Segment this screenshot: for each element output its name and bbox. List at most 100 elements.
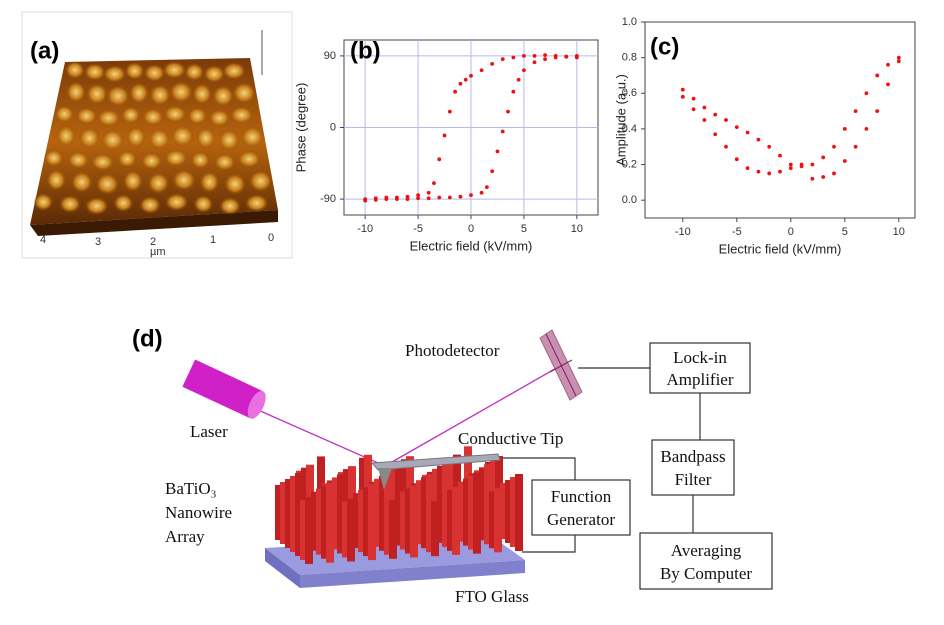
afm-grain xyxy=(163,105,188,123)
data-point xyxy=(442,133,447,138)
nanowire xyxy=(458,481,466,542)
afm-grain xyxy=(117,150,138,168)
data-point xyxy=(680,87,685,92)
nanowire xyxy=(295,473,303,556)
bandpass-label: Bandpass xyxy=(660,447,725,466)
nanowire xyxy=(405,488,413,554)
afm-grain xyxy=(218,129,241,151)
nanowires xyxy=(275,446,523,564)
nanowire xyxy=(311,491,319,551)
afm-grain xyxy=(86,83,109,105)
nanowire xyxy=(484,464,492,545)
afm-grain xyxy=(64,61,85,79)
afm-grain xyxy=(163,149,188,167)
lock-in-label: Lock-in xyxy=(673,348,727,367)
data-point xyxy=(432,181,436,186)
wire xyxy=(522,535,576,553)
afm-grain xyxy=(124,62,145,80)
data-point xyxy=(564,54,569,59)
x-tick-label: 5 xyxy=(842,226,848,238)
nanowire xyxy=(326,482,334,563)
data-point xyxy=(810,176,815,181)
nanowire xyxy=(500,483,508,539)
afm-grain xyxy=(244,194,269,212)
data-point xyxy=(500,129,505,134)
photodetector-cross xyxy=(545,333,577,397)
afm-unit: µm xyxy=(150,246,166,258)
x-tick-label: -10 xyxy=(675,226,691,238)
afm-grain xyxy=(70,171,93,193)
data-point xyxy=(691,107,696,112)
afm-grain xyxy=(219,197,241,215)
data-point xyxy=(864,91,869,96)
y-tick-label: -90 xyxy=(320,193,336,205)
data-point xyxy=(437,157,442,162)
nanowire xyxy=(489,491,497,549)
afm-grain xyxy=(208,109,231,127)
panel-label: (a) xyxy=(30,37,59,64)
setup-diagram: (d) Laser Photodetector Lock-in Amplifie… xyxy=(132,325,773,606)
data-point xyxy=(821,155,826,160)
afm-grain xyxy=(164,193,189,211)
panel-label: (d) xyxy=(132,325,163,352)
nanowire xyxy=(384,472,392,555)
nanowire xyxy=(515,474,523,551)
nanowire xyxy=(463,478,471,546)
laser-beam xyxy=(257,409,386,467)
data-point xyxy=(842,127,847,131)
nanowire xyxy=(358,490,366,553)
nanowire xyxy=(300,500,308,560)
afm-grain xyxy=(248,170,273,192)
data-point xyxy=(490,61,495,66)
data-point xyxy=(680,94,685,99)
data-point xyxy=(810,162,815,167)
data-point xyxy=(479,68,484,73)
afm-grain xyxy=(59,195,81,213)
nanowire-label: BaTiO₃ xyxy=(165,479,217,498)
data-point xyxy=(532,60,537,65)
bandpass-box xyxy=(651,439,735,496)
data-point xyxy=(875,73,880,78)
nanowire xyxy=(431,501,439,557)
fto-glass-side xyxy=(265,548,300,588)
afm-grain xyxy=(125,126,146,148)
photodetector-cross xyxy=(549,359,573,373)
nanowire xyxy=(305,497,313,564)
data-point xyxy=(506,109,510,114)
nanowire xyxy=(437,465,445,543)
data-point xyxy=(778,153,782,158)
nanowire xyxy=(473,472,481,554)
y-tick-label: 0.8 xyxy=(622,52,637,64)
nanowire xyxy=(374,478,382,547)
afm-grain xyxy=(193,195,214,213)
data-point xyxy=(853,109,858,113)
nanowire-label: Nanowire xyxy=(165,503,232,522)
laser xyxy=(182,359,266,419)
afm-grain xyxy=(129,82,150,104)
data-point xyxy=(745,130,750,135)
afm-grain xyxy=(143,64,166,82)
data-point xyxy=(864,127,869,131)
data-point xyxy=(832,171,836,176)
afm-panel: (a) 4 3 2 1 0 µm xyxy=(21,11,293,259)
data-point xyxy=(734,157,739,162)
data-point xyxy=(543,53,547,58)
data-point xyxy=(522,54,526,58)
afm-tick: 4 xyxy=(40,234,46,246)
x-tick-label: -5 xyxy=(732,226,742,238)
data-point xyxy=(702,118,707,122)
data-point xyxy=(458,81,463,86)
averaging-box xyxy=(639,532,773,590)
afm-grain xyxy=(65,81,86,103)
data-point xyxy=(384,197,389,201)
chart: -10 -5 0 5 10 -90 0 90 Electric field (kV/mm) Pha… xyxy=(293,37,599,253)
nanowire xyxy=(442,462,450,547)
nanowire xyxy=(275,485,283,540)
data-point xyxy=(522,68,526,73)
afm-grain xyxy=(106,85,131,107)
data-point xyxy=(543,57,547,61)
afm-grain xyxy=(113,194,134,212)
data-point xyxy=(484,185,489,190)
photodetector-label: Photodetector xyxy=(405,341,500,360)
nanowire xyxy=(347,498,355,562)
